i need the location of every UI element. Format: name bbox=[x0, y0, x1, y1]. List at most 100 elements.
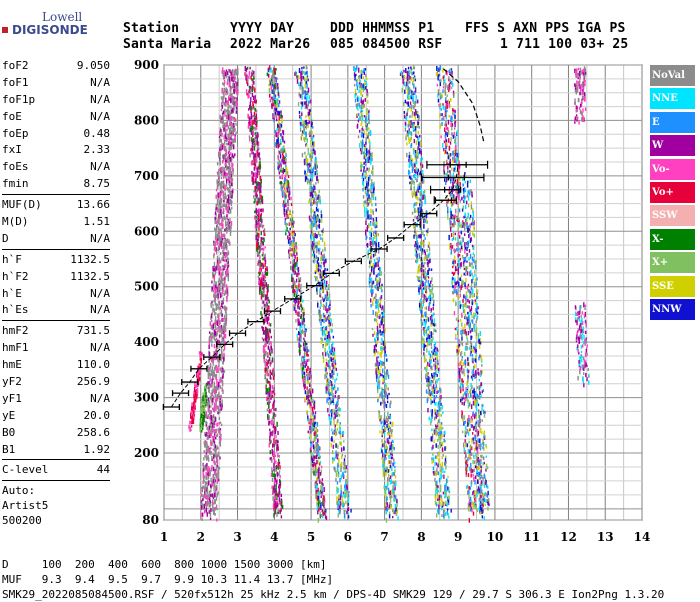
param-value: N/A bbox=[90, 302, 110, 319]
y-tick-label: 200 bbox=[134, 446, 159, 460]
param-value: 1.92 bbox=[84, 442, 111, 459]
x-tick-label: 1 bbox=[160, 530, 168, 544]
param-name: fxI bbox=[2, 142, 22, 159]
x-tick-label: 5 bbox=[307, 530, 315, 544]
param-name: yF2 bbox=[2, 374, 22, 391]
param-name: h`F bbox=[2, 252, 22, 269]
divider bbox=[2, 194, 110, 195]
header-time-value: 085 084500 RSF bbox=[330, 37, 442, 52]
param-value: 13.66 bbox=[77, 197, 110, 214]
param-row-fof2: foF2 9.050 bbox=[2, 58, 110, 75]
x-tick-label: 14 bbox=[634, 530, 651, 544]
param-value: 1132.5 bbox=[70, 269, 110, 286]
param-value: 8.75 bbox=[84, 176, 111, 193]
x-tick-label: 7 bbox=[380, 530, 388, 544]
y-tick-label: 800 bbox=[134, 113, 159, 127]
param-name: M(D) bbox=[2, 214, 29, 231]
param-name: hmE bbox=[2, 357, 22, 374]
x-tick-label: 12 bbox=[560, 530, 577, 544]
x-tick-label: 3 bbox=[233, 530, 241, 544]
param-row-muf-d: MUF(D) 13.66 bbox=[2, 197, 110, 214]
param-name: foE bbox=[2, 109, 22, 126]
param-value: N/A bbox=[90, 231, 110, 248]
x-tick-label: 2 bbox=[197, 530, 205, 544]
param-name: yE bbox=[2, 408, 15, 425]
param-row-ye: yE 20.0 bbox=[2, 408, 110, 425]
y-tick-label: 900 bbox=[134, 58, 159, 72]
param-value: 20.0 bbox=[84, 408, 111, 425]
logo-product: DIGISONDE bbox=[12, 23, 88, 37]
legend-item-w: W bbox=[650, 135, 695, 156]
param-value: N/A bbox=[90, 286, 110, 303]
param-name: foF1 bbox=[2, 75, 29, 92]
x-tick-label: 4 bbox=[270, 530, 278, 544]
param-row-fmin: fmin 8.75 bbox=[2, 176, 110, 193]
param-name: hmF2 bbox=[2, 323, 29, 340]
param-value: N/A bbox=[90, 109, 110, 126]
legend-item-ssw: SSW bbox=[650, 205, 695, 226]
header-station-value: Santa Maria bbox=[123, 37, 211, 52]
param-value: 44 bbox=[97, 462, 110, 479]
param-name: B0 bbox=[2, 425, 15, 442]
y-tick-label: 80 bbox=[142, 513, 159, 527]
param-name: fmin bbox=[2, 176, 29, 193]
logo-company: Lowell bbox=[42, 10, 82, 24]
param-value: N/A bbox=[90, 340, 110, 357]
x-tick-label: 9 bbox=[454, 530, 462, 544]
param-value: 258.6 bbox=[77, 425, 110, 442]
y-tick-label: 600 bbox=[134, 224, 159, 238]
param-name: h`F2 bbox=[2, 269, 29, 286]
param-value: 9.050 bbox=[77, 58, 110, 75]
header-station-label: Station bbox=[123, 21, 179, 36]
param-row-hmf1: hmF1 N/A bbox=[2, 340, 110, 357]
param-row-yf2: yF2 256.9 bbox=[2, 374, 110, 391]
y-tick-label: 700 bbox=[134, 169, 159, 183]
param-name: hmF1 bbox=[2, 340, 29, 357]
legend-item-vo: Vo- bbox=[650, 159, 695, 180]
param-value: 731.5 bbox=[77, 323, 110, 340]
header-date-label: YYYY DAY bbox=[230, 21, 294, 36]
param-row-fxi: fxI 2.33 bbox=[2, 142, 110, 159]
divider bbox=[2, 249, 110, 250]
divider bbox=[2, 320, 110, 321]
autoscaler-code: 500200 bbox=[2, 513, 110, 528]
divider bbox=[2, 459, 110, 460]
param-name: D bbox=[2, 231, 9, 248]
param-value: N/A bbox=[90, 391, 110, 408]
auto-label: Auto: bbox=[2, 483, 110, 498]
c-level-row: C-level 44 bbox=[2, 462, 110, 479]
header-date-value: 2022 Mar26 bbox=[230, 37, 310, 52]
param-value: N/A bbox=[90, 92, 110, 109]
legend-item-e: E bbox=[650, 112, 695, 133]
param-name: foF2 bbox=[2, 58, 29, 75]
x-tick-label: 8 bbox=[417, 530, 425, 544]
param-name: MUF(D) bbox=[2, 197, 42, 214]
lowell-digisonde-logo: Lowell DIGISONDE bbox=[2, 10, 82, 40]
param-row-d: D N/A bbox=[2, 231, 110, 248]
param-value: 1132.5 bbox=[70, 252, 110, 269]
legend-item-nnw: NNW bbox=[650, 299, 695, 320]
x-tick-label: 10 bbox=[487, 530, 504, 544]
param-value: 256.9 bbox=[77, 374, 110, 391]
divider bbox=[2, 480, 110, 481]
param-row-b0: B0 258.6 bbox=[2, 425, 110, 442]
x-tick-label: 11 bbox=[523, 530, 540, 544]
legend-item-nne: NNE bbox=[650, 88, 695, 109]
param-value: 2.33 bbox=[84, 142, 111, 159]
autoscaler-name: Artist5 bbox=[2, 498, 110, 513]
param-row-h-es: h`Es N/A bbox=[2, 302, 110, 319]
param-row-m-d: M(D)1.51 bbox=[2, 214, 110, 231]
logo-mark-icon bbox=[2, 27, 8, 33]
param-name: h`Es bbox=[2, 302, 29, 319]
param-value: 110.0 bbox=[77, 357, 110, 374]
